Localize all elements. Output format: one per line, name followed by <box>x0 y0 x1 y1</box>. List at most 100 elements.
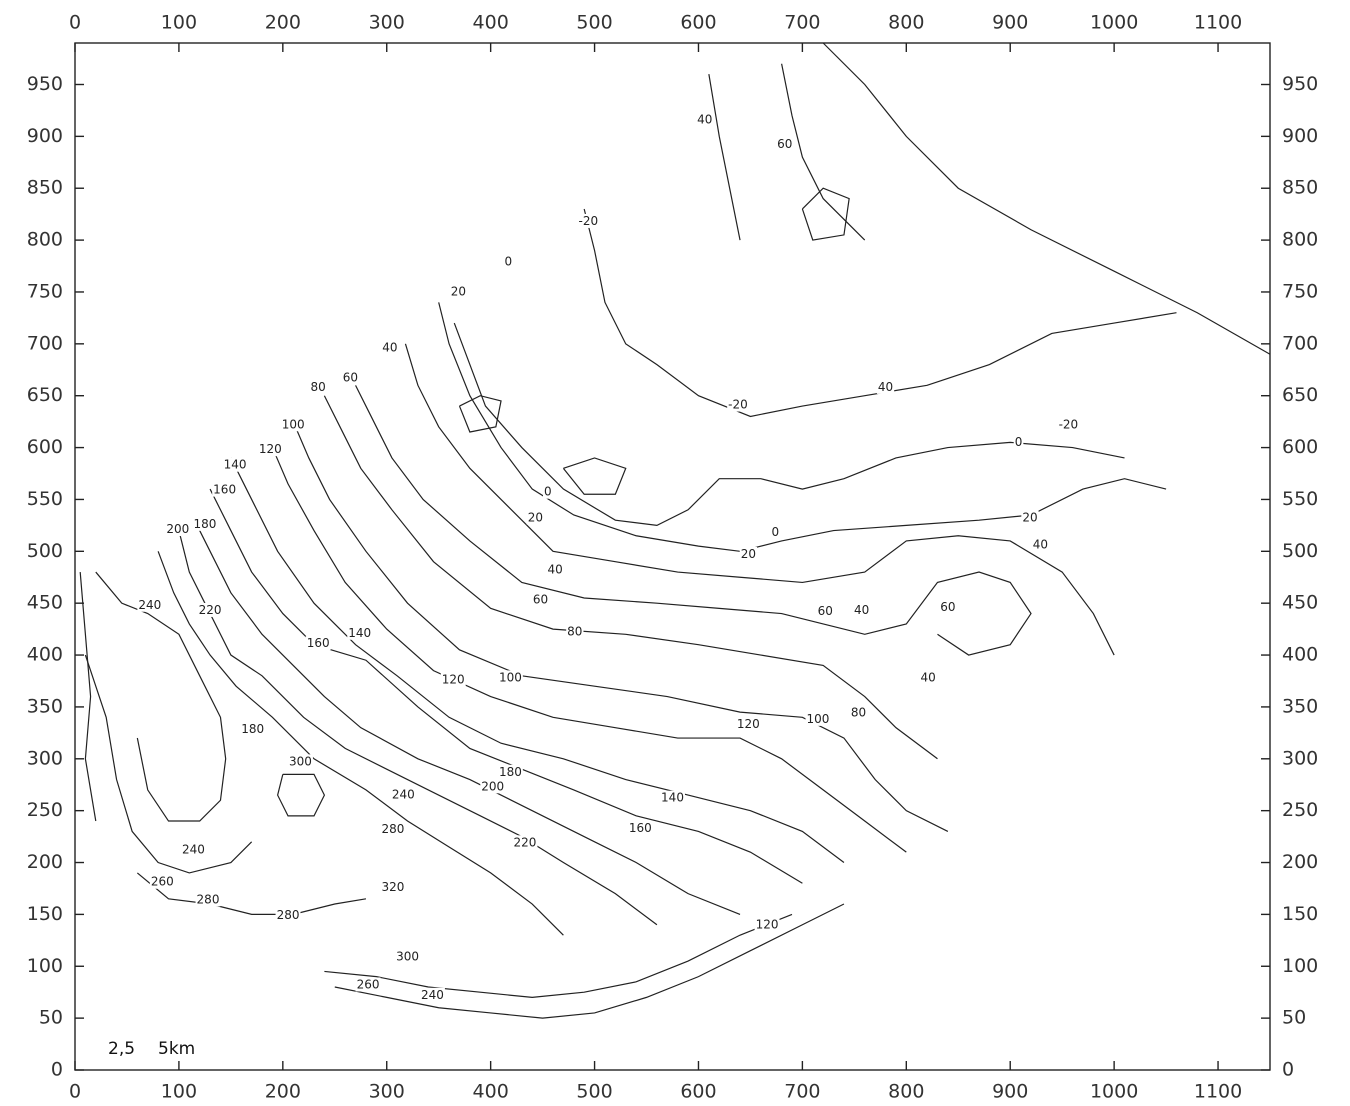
contour-label: 120 <box>756 917 779 931</box>
y-tick-label: 0 <box>51 1059 63 1081</box>
contour-label: 220 <box>513 835 536 849</box>
contour-line <box>439 302 1166 551</box>
contour-line <box>195 520 741 914</box>
x-tick-label: 0 <box>69 12 81 34</box>
y-tick-label: 150 <box>1282 903 1318 925</box>
contour-label: 280 <box>197 892 220 906</box>
contour-label: 100 <box>807 712 830 726</box>
contour-label: 40 <box>382 340 397 354</box>
contour-label: 60 <box>940 600 955 614</box>
contour-label: 60 <box>343 371 358 385</box>
contour-line <box>293 422 948 832</box>
contour-line <box>85 655 251 873</box>
x-tick-label: 800 <box>888 1081 924 1103</box>
y-tick-label: 500 <box>1282 540 1318 562</box>
contour-label: -20 <box>728 398 748 412</box>
x-tick-label: 800 <box>888 12 924 34</box>
contour-line <box>278 774 325 815</box>
scale-label: 2,5 <box>108 1039 135 1059</box>
y-tick-label: 450 <box>1282 592 1318 614</box>
x-tick-label: 200 <box>265 12 301 34</box>
x-tick-label: 200 <box>265 1081 301 1103</box>
y-tick-label: 650 <box>1282 384 1318 406</box>
contour-label: 20 <box>528 511 543 525</box>
contour-label: 0 <box>544 485 552 499</box>
contour-label: 320 <box>382 880 405 894</box>
contour-label: 260 <box>151 875 174 889</box>
contour-line <box>782 64 865 240</box>
contour-label: 200 <box>481 779 504 793</box>
y-tick-label: 750 <box>1282 280 1318 302</box>
y-tick-label: 400 <box>27 644 63 666</box>
contour-label: 100 <box>282 417 305 431</box>
x-tick-label: 600 <box>680 12 716 34</box>
y-tick-label: 900 <box>1282 125 1318 147</box>
contour-label: 0 <box>772 525 780 539</box>
x-tick-label: 900 <box>992 12 1028 34</box>
contour-label: 120 <box>442 672 465 686</box>
contour-label: 240 <box>138 598 161 612</box>
y-tick-label: 100 <box>1282 955 1318 977</box>
contour-label: 40 <box>547 562 562 576</box>
y-tick-label: 200 <box>1282 851 1318 873</box>
contour-label: 140 <box>661 791 684 805</box>
y-tick-label: 50 <box>1282 1007 1306 1029</box>
y-tick-label: 700 <box>27 332 63 354</box>
y-tick-label: 200 <box>27 851 63 873</box>
y-tick-label: 250 <box>1282 799 1318 821</box>
plot-frame <box>75 43 1270 1070</box>
contour-label: 140 <box>224 458 247 472</box>
contour-label: 280 <box>382 822 405 836</box>
contour-label: 40 <box>1033 538 1048 552</box>
contour-label: 120 <box>737 717 760 731</box>
contour-line <box>405 344 1114 655</box>
contour-label: 240 <box>421 988 444 1002</box>
x-tick-label: 1100 <box>1194 1081 1242 1103</box>
x-tick-label: 1100 <box>1194 12 1242 34</box>
y-tick-label: 350 <box>27 695 63 717</box>
x-tick-label: 500 <box>576 1081 612 1103</box>
contour-label: 60 <box>533 593 548 607</box>
contour-label: -20 <box>1059 417 1079 431</box>
y-tick-label: 650 <box>27 384 63 406</box>
y-tick-label: 750 <box>27 280 63 302</box>
y-tick-label: 850 <box>27 177 63 199</box>
y-tick-label: 700 <box>1282 332 1318 354</box>
y-tick-label: 300 <box>1282 747 1318 769</box>
x-tick-label: 1000 <box>1090 12 1138 34</box>
y-tick-label: 950 <box>1282 73 1318 95</box>
y-tick-label: 400 <box>1282 644 1318 666</box>
contour-label: 300 <box>289 754 312 768</box>
x-tick-label: 700 <box>784 12 820 34</box>
page: {"chart_data": {"type": "contour", "xlim… <box>0 0 1350 1106</box>
x-tick-label: 300 <box>369 12 405 34</box>
contour-line <box>356 385 1031 655</box>
contour-label: 80 <box>311 380 326 394</box>
contour-label: 60 <box>818 604 833 618</box>
contour-label: 180 <box>499 765 522 779</box>
y-tick-label: 550 <box>1282 488 1318 510</box>
contour-label: 260 <box>357 977 380 991</box>
contour-line <box>823 43 1270 354</box>
contour-label: 180 <box>241 722 264 736</box>
x-tick-label: 300 <box>369 1081 405 1103</box>
contour-label: 200 <box>166 522 189 536</box>
contour-line <box>324 396 937 759</box>
y-tick-label: 100 <box>27 955 63 977</box>
contour-label: 120 <box>259 442 282 456</box>
contour-label: 0 <box>1015 435 1023 449</box>
contour-label: 160 <box>213 483 236 497</box>
y-tick-label: 900 <box>27 125 63 147</box>
contour-line <box>454 323 1124 525</box>
contour-label: 80 <box>851 706 866 720</box>
contour-label: 40 <box>878 380 893 394</box>
y-tick-label: 600 <box>27 436 63 458</box>
contour-line <box>802 188 849 240</box>
contour-label: 240 <box>182 843 205 857</box>
contour-label: 60 <box>777 137 792 151</box>
x-tick-label: 100 <box>161 1081 197 1103</box>
y-tick-label: 850 <box>1282 177 1318 199</box>
x-tick-label: 0 <box>69 1081 81 1103</box>
contour-label: 300 <box>396 949 419 963</box>
contour-label: -20 <box>579 214 599 228</box>
